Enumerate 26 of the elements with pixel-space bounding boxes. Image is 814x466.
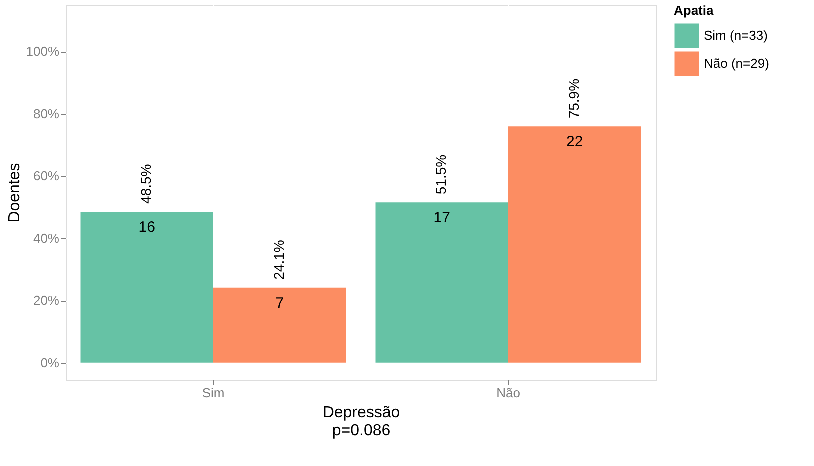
- legend-title: Apatia: [674, 3, 714, 18]
- legend-label: Sim (n=33): [704, 28, 768, 43]
- y-axis-title: Doentes: [6, 163, 24, 223]
- y-tick-label: 0%: [40, 355, 60, 370]
- y-tick-label: 80%: [33, 106, 60, 122]
- y-tick-label: 100%: [26, 44, 60, 60]
- x-tick-label: Sim: [202, 386, 225, 400]
- annotation: 17: [434, 210, 450, 227]
- x-axis-title: Depressão: [322, 404, 400, 422]
- annotation: 7: [276, 294, 284, 312]
- bar: [80, 212, 214, 363]
- y-tick-label: 40%: [33, 230, 60, 246]
- data-label: 75.9%: [566, 78, 582, 119]
- annotation: 16: [138, 218, 156, 236]
- data-label: 48.5%: [138, 164, 154, 204]
- bar: [376, 202, 508, 363]
- annotation: 22: [566, 134, 584, 151]
- bar: [508, 126, 642, 363]
- text: p=0.086: [332, 422, 391, 440]
- x-tick-label: Não: [496, 386, 520, 400]
- y-tick-label: 20%: [33, 293, 60, 308]
- data-label: 51.5%: [433, 154, 450, 195]
- legend-label: Não (n=29): [704, 56, 770, 71]
- bar: [214, 288, 346, 363]
- y-tick-label: 60%: [33, 168, 60, 184]
- data-label: 24.1%: [270, 240, 287, 280]
